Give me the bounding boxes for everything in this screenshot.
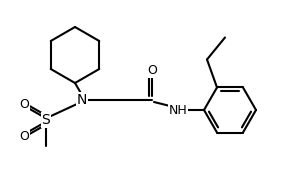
Text: O: O (19, 130, 29, 143)
Text: NH: NH (169, 104, 187, 117)
Text: O: O (19, 98, 29, 111)
Text: O: O (147, 64, 157, 77)
Text: S: S (42, 113, 50, 127)
Text: N: N (77, 93, 87, 107)
